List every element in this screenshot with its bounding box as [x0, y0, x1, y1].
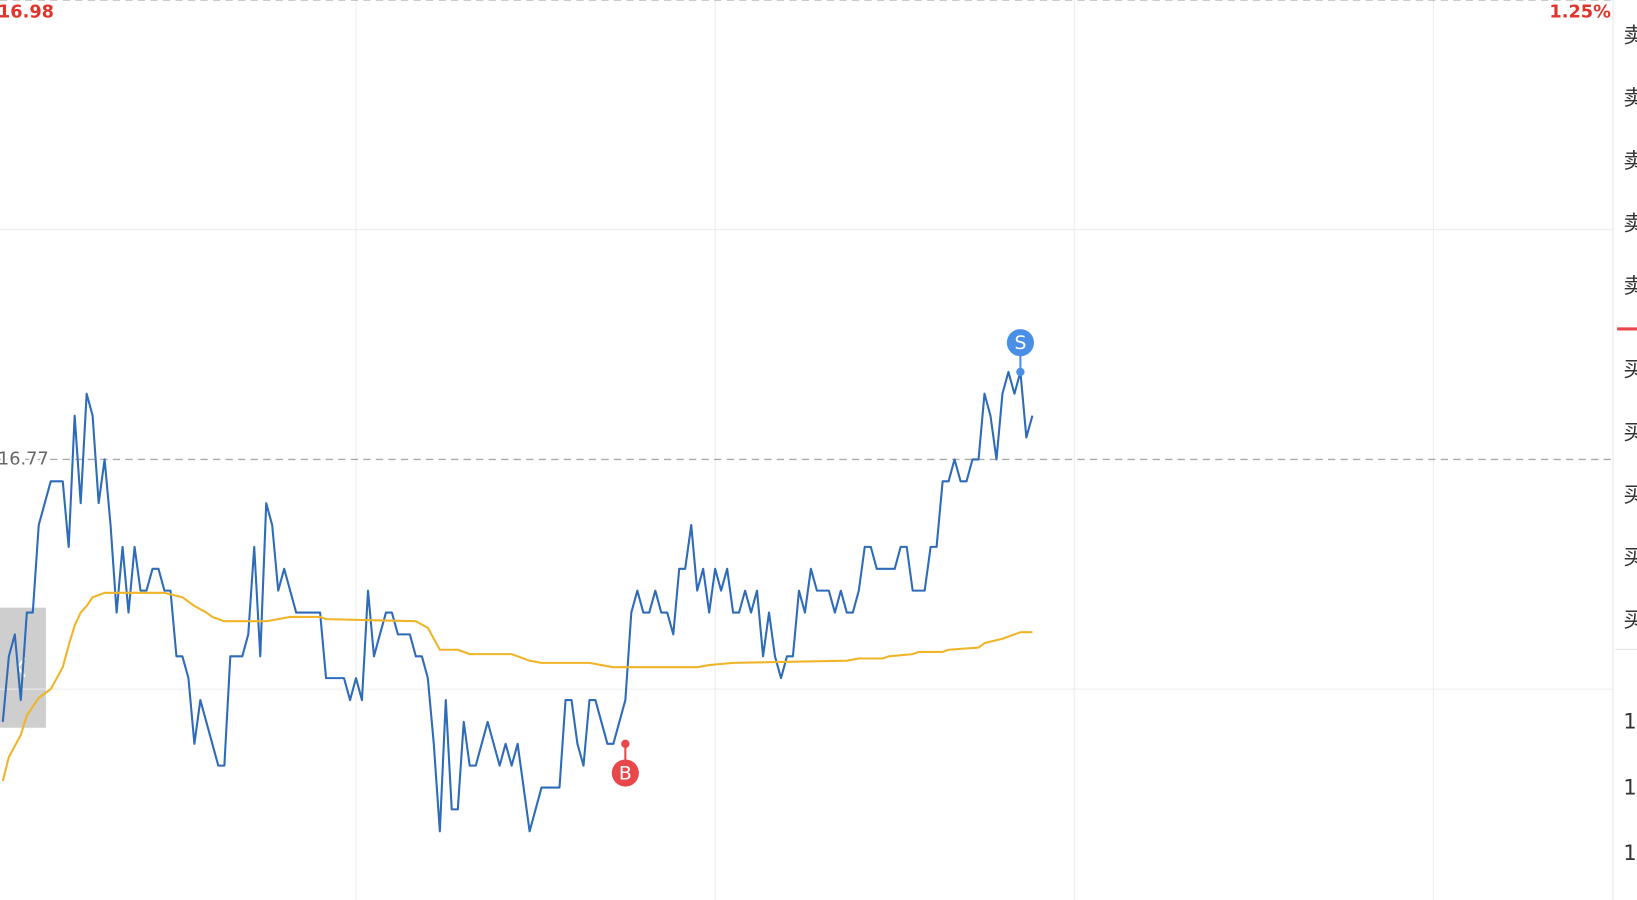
order-book-label: 卖 [1623, 86, 1637, 110]
marker-label: B [619, 764, 632, 785]
order-book-label: 卖 [1623, 211, 1637, 235]
marker-badge [1006, 329, 1034, 357]
order-book-label: 卖 [1623, 274, 1637, 298]
price-line [1, 370, 1034, 833]
trade-label: 1 [1623, 841, 1636, 865]
trade-label: 1 [1623, 710, 1636, 734]
price-line [1, 591, 1033, 782]
order-book-label: 买 [1623, 608, 1637, 632]
marker-dot [621, 739, 630, 748]
y-tick-label: 16.98 [0, 3, 54, 23]
order-book-label: 卖 [1623, 24, 1637, 48]
order-book-label: 买 [1623, 546, 1637, 570]
marker-label: S [1014, 333, 1026, 354]
order-book-label: 买 [1623, 358, 1637, 382]
marker-badge [611, 759, 639, 787]
trade-label: 1 [1623, 775, 1636, 799]
order-book-label: 买 [1623, 420, 1637, 444]
order-book-label: 卖 [1623, 149, 1637, 173]
y2-tick-label: 1.25% [1549, 3, 1611, 23]
order-book-label: 买 [1623, 483, 1637, 507]
marker-dot [1016, 367, 1025, 377]
y-tick-label: 16.77 [0, 449, 49, 469]
